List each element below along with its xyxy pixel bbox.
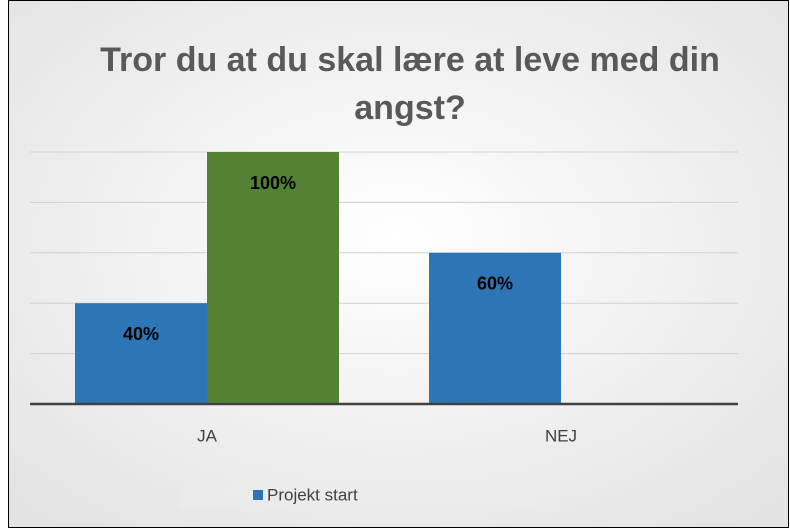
chart-frame (8, 0, 789, 528)
bar (75, 303, 207, 404)
bar (429, 252, 561, 404)
x-tick-label: NEJ (545, 426, 577, 445)
legend-box (180, 483, 560, 509)
legend-label: Projekt start (267, 485, 358, 504)
data-label: 100% (250, 173, 296, 193)
data-label: 60% (477, 274, 513, 294)
bar (207, 152, 339, 404)
x-tick-label: JA (197, 426, 218, 445)
data-label: 40% (123, 324, 159, 344)
chart-title: Tror du at du skal lære at leve med din … (100, 41, 720, 127)
legend-swatch (253, 490, 263, 500)
